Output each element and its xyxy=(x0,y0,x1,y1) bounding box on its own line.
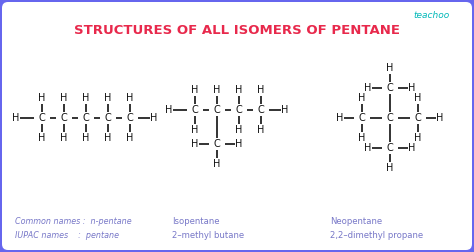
Text: H: H xyxy=(414,133,422,143)
Text: C: C xyxy=(387,143,393,153)
Text: H: H xyxy=(235,125,243,135)
Text: H: H xyxy=(38,93,46,103)
Text: H: H xyxy=(257,85,264,95)
Text: H: H xyxy=(191,125,199,135)
Text: C: C xyxy=(191,105,199,115)
Text: C: C xyxy=(258,105,264,115)
Text: C: C xyxy=(387,113,393,123)
Text: H: H xyxy=(257,125,264,135)
Text: IUPAC names    :  pentane: IUPAC names : pentane xyxy=(15,231,119,239)
Text: H: H xyxy=(82,133,90,143)
Text: H: H xyxy=(126,133,134,143)
Text: C: C xyxy=(127,113,133,123)
Text: H: H xyxy=(104,133,112,143)
Text: H: H xyxy=(408,143,416,153)
Text: H: H xyxy=(235,85,243,95)
Text: H: H xyxy=(191,139,199,149)
Text: H: H xyxy=(281,105,289,115)
Text: teachoo: teachoo xyxy=(414,12,450,20)
Text: H: H xyxy=(12,113,20,123)
Text: STRUCTURES OF ALL ISOMERS OF PENTANE: STRUCTURES OF ALL ISOMERS OF PENTANE xyxy=(74,23,400,37)
Text: C: C xyxy=(214,105,220,115)
Text: H: H xyxy=(213,85,221,95)
Text: H: H xyxy=(213,159,221,169)
Text: C: C xyxy=(387,83,393,93)
Text: H: H xyxy=(365,143,372,153)
Text: H: H xyxy=(337,113,344,123)
Text: H: H xyxy=(408,83,416,93)
FancyBboxPatch shape xyxy=(2,2,472,250)
Text: H: H xyxy=(386,63,394,73)
Text: H: H xyxy=(104,93,112,103)
Text: H: H xyxy=(60,133,68,143)
Text: C: C xyxy=(38,113,46,123)
Text: C: C xyxy=(82,113,90,123)
FancyBboxPatch shape xyxy=(4,4,470,248)
Text: H: H xyxy=(150,113,158,123)
Text: 2–methyl butane: 2–methyl butane xyxy=(172,231,244,239)
Text: Neopentane: Neopentane xyxy=(330,217,382,227)
Text: H: H xyxy=(235,139,243,149)
Text: Isopentane: Isopentane xyxy=(172,217,219,227)
Text: H: H xyxy=(365,83,372,93)
Text: C: C xyxy=(61,113,67,123)
Text: H: H xyxy=(386,163,394,173)
Text: Common names :  n-pentane: Common names : n-pentane xyxy=(15,217,132,227)
Text: H: H xyxy=(60,93,68,103)
Text: H: H xyxy=(191,85,199,95)
Text: C: C xyxy=(105,113,111,123)
Text: H: H xyxy=(414,93,422,103)
Text: H: H xyxy=(38,133,46,143)
Text: C: C xyxy=(236,105,242,115)
Text: 2,2–dimethyl propane: 2,2–dimethyl propane xyxy=(330,231,423,239)
Text: H: H xyxy=(165,105,173,115)
Text: C: C xyxy=(415,113,421,123)
Text: C: C xyxy=(214,139,220,149)
Text: H: H xyxy=(358,133,365,143)
Text: C: C xyxy=(359,113,365,123)
Text: H: H xyxy=(358,93,365,103)
Text: H: H xyxy=(82,93,90,103)
Text: H: H xyxy=(436,113,444,123)
Text: H: H xyxy=(126,93,134,103)
